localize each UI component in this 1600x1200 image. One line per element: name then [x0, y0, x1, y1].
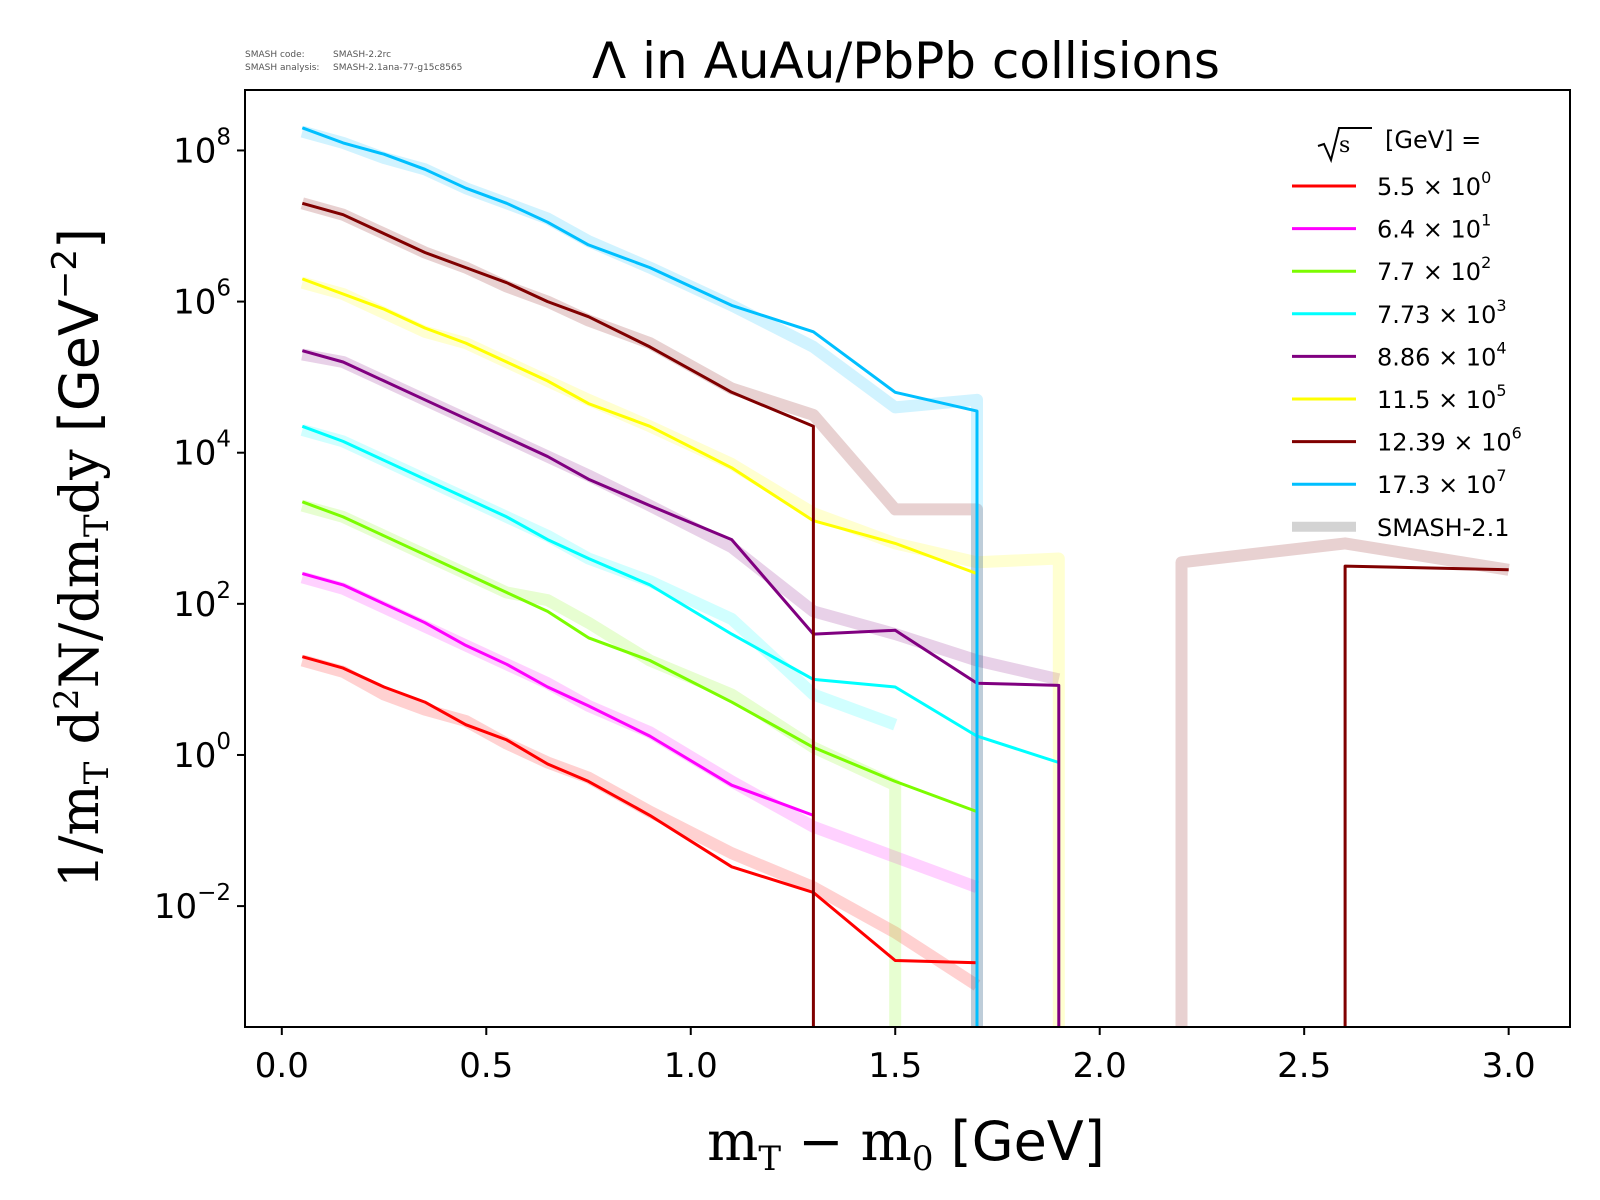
reference-line-6: [300, 197, 1510, 1027]
y-tick-label-0: 10−2: [154, 880, 231, 927]
smash-analysis-value: SMASH-2.1ana-77-g15c8565: [333, 63, 462, 73]
y-tick-label-1: 100: [173, 729, 231, 776]
series-line-3: [301, 424, 1060, 764]
legend-title-var: s: [1339, 133, 1350, 158]
svg-text:1/mT d2N/dmTdy [GeV−2]: 1/mT d2N/dmTdy [GeV−2]: [45, 228, 117, 888]
x-tick-label-6: 3.0: [1482, 1046, 1536, 1086]
legend-label-3: 7.73 × 103: [1377, 296, 1507, 329]
legend-label-1: 6.4 × 101: [1377, 211, 1491, 244]
series-line-7: [301, 126, 979, 1027]
reference-line-5: [300, 276, 1065, 1027]
x-tick-label-3: 1.5: [868, 1046, 922, 1086]
x-tick-label-4: 2.0: [1073, 1046, 1127, 1086]
x-axis-label: mT − m0 [GeV]: [707, 1110, 1105, 1179]
y-tick-label-3: 104: [173, 427, 231, 474]
y-tick-label-4: 106: [173, 276, 231, 323]
legend-label-4: 8.86 × 104: [1377, 338, 1507, 371]
legend: s [GeV] = 5.5 × 100 6.4 × 101 7.7 × 102 7.7…: [1292, 126, 1522, 542]
series-line-6: [301, 201, 1509, 1027]
legend-title: s [GeV] =: [1317, 126, 1481, 164]
legend-label-5: 11.5 × 105: [1377, 381, 1507, 414]
plot-frame: [244, 89, 1571, 1028]
reference-line-2: [300, 499, 902, 1027]
x-tick-label-0: 0.0: [255, 1046, 309, 1086]
legend-label-6: 12.39 × 106: [1377, 424, 1522, 457]
series-line-4: [301, 349, 1061, 1027]
reference-lines: [300, 125, 1510, 1027]
x-tick-label-5: 2.5: [1277, 1046, 1331, 1086]
y-axis: 10−2 100 102 104 106 108: [154, 124, 245, 927]
y-axis-label: 1/mT d2N/dmTdy [GeV−2]: [45, 228, 117, 888]
legend-title-unit: [GeV] =: [1385, 126, 1481, 154]
smash-code-value: SMASH-2.2rc: [333, 50, 391, 60]
legend-label-reference: SMASH-2.1: [1377, 514, 1509, 542]
series-lines: [301, 126, 1509, 1027]
smash-code-label: SMASH code:: [245, 50, 305, 60]
smash-analysis-label: SMASH analysis:: [245, 63, 319, 73]
x-tick-label-2: 1.0: [664, 1046, 718, 1086]
y-tick-label-2: 102: [173, 578, 231, 625]
chart-title: Λ in AuAu/PbPb collisions: [592, 32, 1220, 90]
x-axis: 0.0 0.5 1.0 1.5 2.0 2.5 3.0: [255, 1027, 1536, 1086]
x-tick-label-1: 0.5: [459, 1046, 513, 1086]
reference-line-0: [300, 654, 981, 991]
legend-label-0: 5.5 × 100: [1377, 168, 1491, 201]
series-line-1: [301, 572, 814, 817]
y-tick-label-5: 108: [173, 124, 231, 171]
sqrt-symbol-icon: [1317, 127, 1372, 164]
reference-line-7: [300, 125, 983, 1027]
legend-label-7: 17.3 × 107: [1377, 466, 1507, 499]
legend-label-2: 7.7 × 102: [1377, 253, 1491, 286]
